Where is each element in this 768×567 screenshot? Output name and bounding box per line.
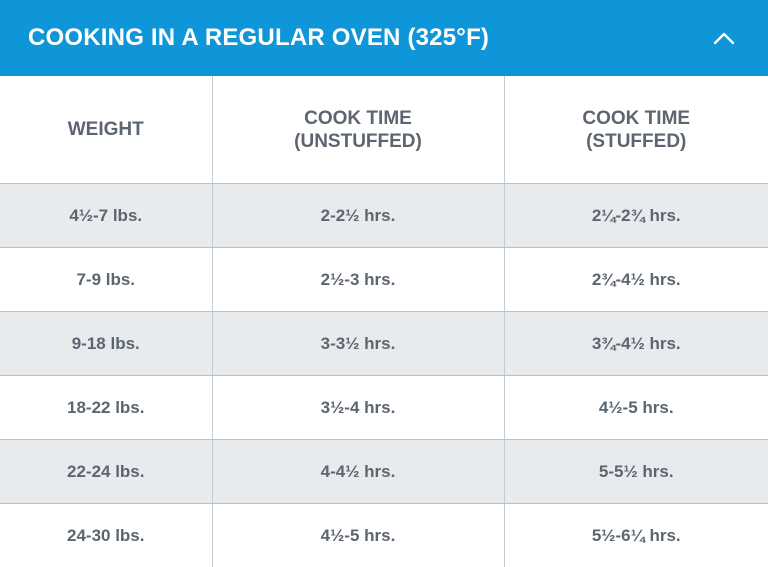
column-header-weight: WEIGHT xyxy=(0,76,212,184)
table-header-row: WEIGHT COOK TIME (UNSTUFFED) COOK TIME (… xyxy=(0,76,768,184)
column-header-subline: (STUFFED) xyxy=(505,130,768,153)
weight-cell: 22-24 lbs. xyxy=(0,440,212,504)
stuffed-time-cell: 4½-5 hrs. xyxy=(504,376,768,440)
table-row: 4½-7 lbs. 2-2½ hrs. 2¼-2¾ hrs. xyxy=(0,184,768,248)
weight-cell: 18-22 lbs. xyxy=(0,376,212,440)
weight-cell: 4½-7 lbs. xyxy=(0,184,212,248)
cooking-time-table-container: WEIGHT COOK TIME (UNSTUFFED) COOK TIME (… xyxy=(0,76,768,562)
section-title: COOKING IN A REGULAR OVEN (325°F) xyxy=(28,24,710,52)
table-row: 18-22 lbs. 3½-4 hrs. 4½-5 hrs. xyxy=(0,376,768,440)
column-header-stuffed: COOK TIME (STUFFED) xyxy=(504,76,768,184)
unstuffed-time-cell: 4-4½ hrs. xyxy=(212,440,504,504)
table-row: 7-9 lbs. 2½-3 hrs. 2¾-4½ hrs. xyxy=(0,248,768,312)
stuffed-time-cell: 5-5½ hrs. xyxy=(504,440,768,504)
table-row: 22-24 lbs. 4-4½ hrs. 5-5½ hrs. xyxy=(0,440,768,504)
stuffed-time-cell: 5½-6¼ hrs. xyxy=(504,504,768,567)
chevron-up-icon xyxy=(713,31,735,45)
unstuffed-time-cell: 2-2½ hrs. xyxy=(212,184,504,248)
column-header-subline: (UNSTUFFED) xyxy=(213,130,504,153)
column-header-line: WEIGHT xyxy=(0,118,212,141)
column-header-unstuffed: COOK TIME (UNSTUFFED) xyxy=(212,76,504,184)
unstuffed-time-cell: 3½-4 hrs. xyxy=(212,376,504,440)
stuffed-time-cell: 2¾-4½ hrs. xyxy=(504,248,768,312)
column-header-line: COOK TIME xyxy=(213,107,504,130)
weight-cell: 7-9 lbs. xyxy=(0,248,212,312)
unstuffed-time-cell: 4½-5 hrs. xyxy=(212,504,504,567)
column-header-line: COOK TIME xyxy=(505,107,768,130)
table-row: 24-30 lbs. 4½-5 hrs. 5½-6¼ hrs. xyxy=(0,504,768,567)
section-header[interactable]: COOKING IN A REGULAR OVEN (325°F) xyxy=(0,0,768,76)
collapse-button[interactable] xyxy=(710,24,738,52)
unstuffed-time-cell: 3-3½ hrs. xyxy=(212,312,504,376)
weight-cell: 24-30 lbs. xyxy=(0,504,212,567)
table-row: 9-18 lbs. 3-3½ hrs. 3¾-4½ hrs. xyxy=(0,312,768,376)
weight-cell: 9-18 lbs. xyxy=(0,312,212,376)
stuffed-time-cell: 2¼-2¾ hrs. xyxy=(504,184,768,248)
stuffed-time-cell: 3¾-4½ hrs. xyxy=(504,312,768,376)
cooking-time-table: WEIGHT COOK TIME (UNSTUFFED) COOK TIME (… xyxy=(0,76,768,567)
unstuffed-time-cell: 2½-3 hrs. xyxy=(212,248,504,312)
